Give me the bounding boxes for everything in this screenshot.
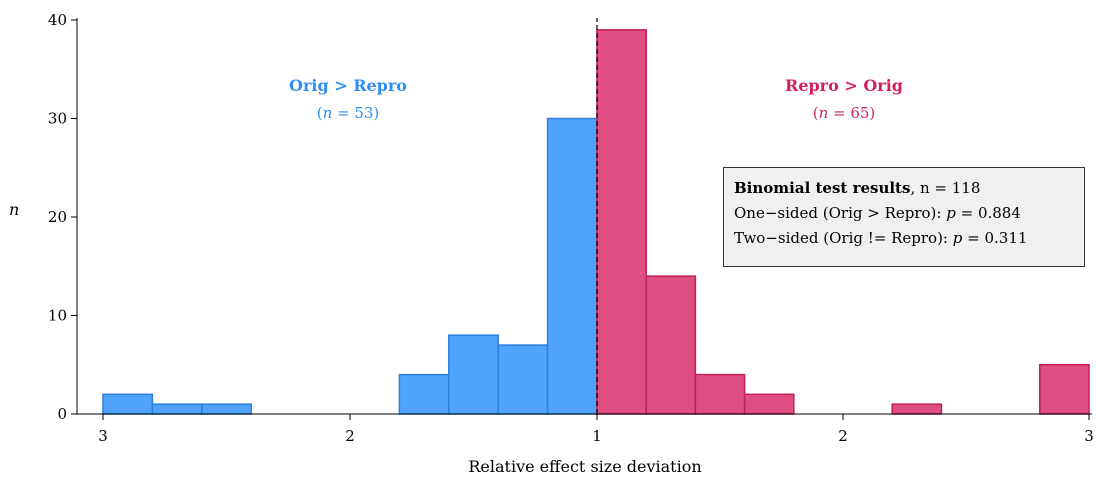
bar-orig-gt-repro-3: [398, 373, 450, 415]
y-ticks: 0 10 20 30 40: [48, 11, 77, 423]
stats-title-line: Binomial test results, n = 118: [734, 179, 981, 197]
x-tick-label-1: 2: [345, 427, 355, 445]
bar-repro-gt-orig-5: [1039, 364, 1090, 415]
bar-repro-gt-orig-3: [743, 393, 795, 415]
right-annotation-label: Repro > Orig: [785, 76, 903, 95]
x-tick-label-3: 2: [838, 427, 848, 445]
x-tick-label-2: 1: [592, 427, 602, 445]
y-tick-label-4: 40: [48, 11, 67, 29]
left-annotation-count: (n = 53): [317, 104, 380, 122]
bar-repro-gt-orig-1: [645, 275, 697, 415]
bar-orig-gt-repro-2: [201, 403, 252, 415]
bar-orig-gt-repro-5: [497, 344, 549, 415]
stats-one-sided-line: One−sided (Orig > Repro): p = 0.884: [734, 204, 1021, 222]
y-tick-label-0: 0: [57, 405, 67, 423]
bar-orig-gt-repro-6: [546, 117, 598, 415]
y-tick-label-3: 30: [48, 110, 67, 128]
y-axis-title: n: [9, 200, 19, 219]
left-annotation-label: Orig > Repro: [289, 76, 407, 95]
x-ticks: 3 2 1 2 3: [98, 414, 1094, 445]
bar-repro-gt-orig-4: [891, 403, 943, 415]
x-axis-title: Relative effect size deviation: [468, 457, 701, 476]
stats-two-sided-line: Two−sided (Orig != Repro): p = 0.311: [734, 229, 1028, 247]
x-tick-label-0: 3: [98, 427, 108, 445]
y-tick-label-1: 10: [48, 307, 67, 325]
right-annotation-count: (n = 65): [813, 104, 876, 122]
bar-repro-gt-orig-2: [694, 373, 746, 415]
y-tick-label-2: 20: [48, 208, 67, 226]
bar-repro-gt-orig-0: [596, 29, 647, 415]
bar-orig-gt-repro-0: [102, 393, 154, 415]
x-tick-label-4: 3: [1084, 427, 1094, 445]
bar-orig-gt-repro-1: [151, 403, 203, 415]
bar-orig-gt-repro-4: [448, 334, 499, 415]
binomial-test-box: Binomial test results, n = 118 One−sided…: [723, 167, 1085, 267]
